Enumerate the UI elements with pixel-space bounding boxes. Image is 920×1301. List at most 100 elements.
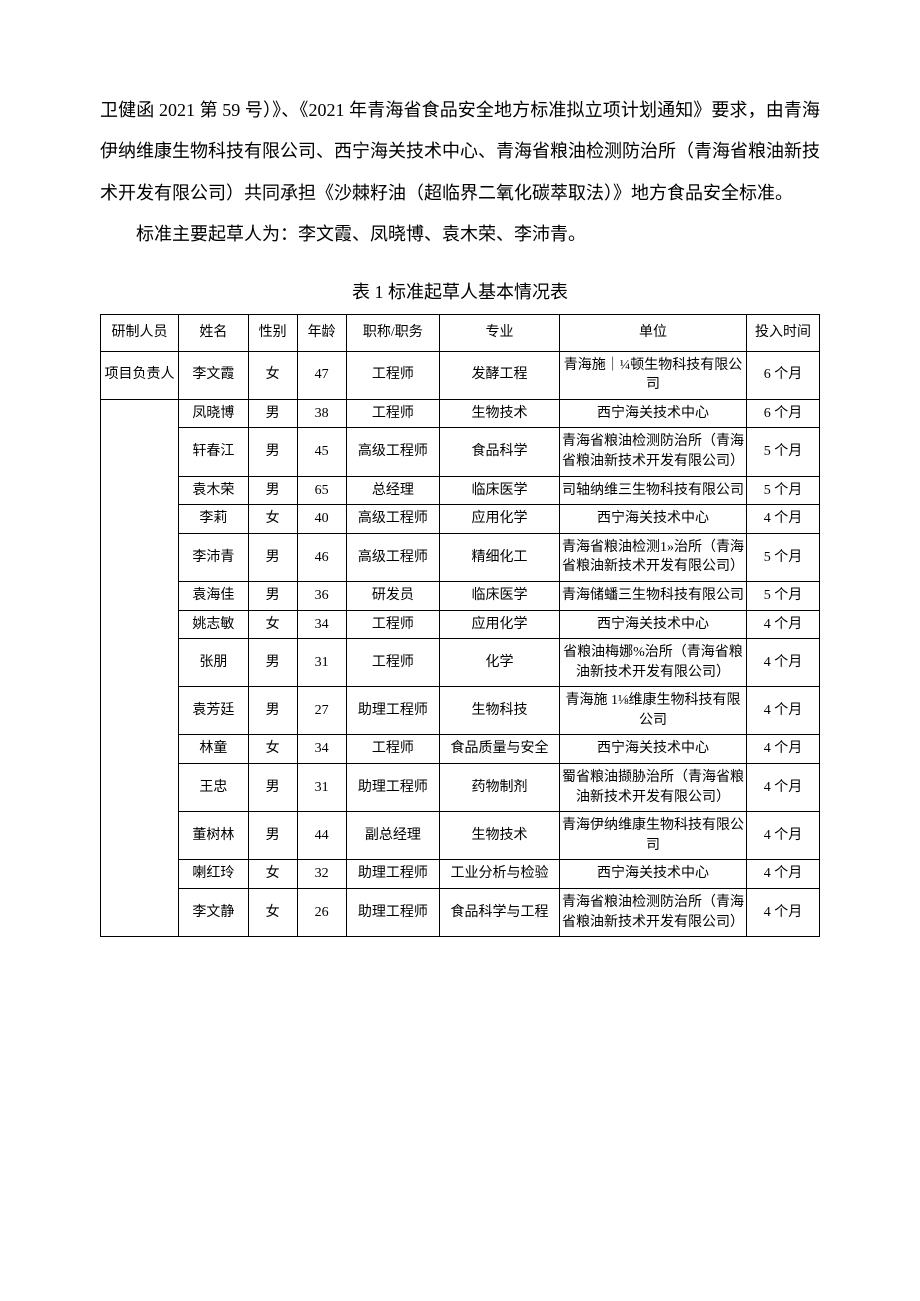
cell-gender: 女 (248, 889, 297, 937)
table-row: 林童 女 34 工程师 食品质量与安全 西宁海关技术中心 4 个月 (101, 735, 820, 764)
cell-age: 34 (297, 735, 346, 764)
cell-gender: 女 (248, 735, 297, 764)
table-row: 董树林 男 44 副总经理 生物技术 青海伊纳维康生物科技有限公司 4 个月 (101, 812, 820, 860)
cell-name: 林童 (179, 735, 249, 764)
cell-major: 应用化学 (440, 505, 560, 534)
cell-title: 副总经理 (346, 812, 440, 860)
cell-time: 4 个月 (747, 505, 820, 534)
table-body: 项目负责人 李文霞 女 47 工程师 发酵工程 青海施｜¼顿生物科技有限公司 6… (101, 351, 820, 937)
cell-time: 4 个月 (747, 639, 820, 687)
cell-title: 高级工程师 (346, 505, 440, 534)
cell-time: 4 个月 (747, 687, 820, 735)
th-name: 姓名 (179, 314, 249, 351)
cell-major: 药物制剂 (440, 764, 560, 812)
th-title: 职称/职务 (346, 314, 440, 351)
cell-name: 李文霞 (179, 351, 249, 399)
th-org: 单位 (559, 314, 746, 351)
cell-gender: 男 (248, 687, 297, 735)
cell-name: 董树林 (179, 812, 249, 860)
cell-major: 食品科学 (440, 428, 560, 476)
cell-org: 青海省粮油检测防治所（青海省粮油新技术开发有限公司） (559, 428, 746, 476)
cell-name: 李沛青 (179, 533, 249, 581)
cell-title: 助理工程师 (346, 764, 440, 812)
paragraph-1: 卫健函 2021 第 59 号）》、《2021 年青海省食品安全地方标准拟立项计… (100, 90, 820, 214)
table-row: 喇红玲 女 32 助理工程师 工业分析与检验 西宁海关技术中心 4 个月 (101, 860, 820, 889)
table-title: 表 1 标准起草人基本情况表 (100, 278, 820, 304)
cell-name: 袁木荣 (179, 476, 249, 505)
cell-gender: 男 (248, 812, 297, 860)
drafters-table: 研制人员 姓名 性别 年龄 职称/职务 专业 单位 投入时间 项目负责人 李文霞… (100, 314, 820, 938)
cell-title: 助理工程师 (346, 860, 440, 889)
cell-gender: 女 (248, 505, 297, 534)
cell-title: 高级工程师 (346, 533, 440, 581)
table-row: 李沛青 男 46 高级工程师 精细化工 青海省粮油检测1»治所（青海省粮油新技术… (101, 533, 820, 581)
table-row: 项目负责人 李文霞 女 47 工程师 发酵工程 青海施｜¼顿生物科技有限公司 6… (101, 351, 820, 399)
cell-time: 6 个月 (747, 399, 820, 428)
cell-age: 27 (297, 687, 346, 735)
cell-major: 工业分析与检验 (440, 860, 560, 889)
cell-age: 45 (297, 428, 346, 476)
cell-title: 高级工程师 (346, 428, 440, 476)
cell-major: 发酵工程 (440, 351, 560, 399)
cell-gender: 男 (248, 533, 297, 581)
cell-age: 31 (297, 639, 346, 687)
cell-major: 应用化学 (440, 610, 560, 639)
cell-major: 食品科学与工程 (440, 889, 560, 937)
cell-age: 32 (297, 860, 346, 889)
cell-org: 青海储蟠三生物科技有限公司 (559, 581, 746, 610)
table-row: 李莉 女 40 高级工程师 应用化学 西宁海关技术中心 4 个月 (101, 505, 820, 534)
cell-org: 司轴纳维三生物科技有限公司 (559, 476, 746, 505)
cell-time: 4 个月 (747, 889, 820, 937)
th-time: 投入时间 (747, 314, 820, 351)
cell-major: 生物技术 (440, 399, 560, 428)
cell-gender: 男 (248, 399, 297, 428)
cell-age: 38 (297, 399, 346, 428)
cell-major: 临床医学 (440, 581, 560, 610)
cell-gender: 男 (248, 581, 297, 610)
table-row: 王忠 男 31 助理工程师 药物制剂 蜀省粮油撷胁治所（青海省粮油新技术开发有限… (101, 764, 820, 812)
cell-title: 总经理 (346, 476, 440, 505)
cell-org: 西宁海关技术中心 (559, 735, 746, 764)
cell-major: 生物技术 (440, 812, 560, 860)
cell-gender: 女 (248, 351, 297, 399)
cell-age: 34 (297, 610, 346, 639)
cell-org: 青海伊纳维康生物科技有限公司 (559, 812, 746, 860)
cell-name: 姚志敏 (179, 610, 249, 639)
cell-age: 40 (297, 505, 346, 534)
table-header-row: 研制人员 姓名 性别 年龄 职称/职务 专业 单位 投入时间 (101, 314, 820, 351)
cell-name: 李文静 (179, 889, 249, 937)
cell-org: 青海施 1⅛维康生物科技有限公司 (559, 687, 746, 735)
cell-title: 工程师 (346, 610, 440, 639)
table-row: 李文静 女 26 助理工程师 食品科学与工程 青海省粮油检测防治所（青海省粮油新… (101, 889, 820, 937)
cell-name: 张朋 (179, 639, 249, 687)
cell-time: 5 个月 (747, 533, 820, 581)
cell-gender: 男 (248, 476, 297, 505)
cell-org: 西宁海关技术中心 (559, 505, 746, 534)
cell-age: 26 (297, 889, 346, 937)
cell-major: 化学 (440, 639, 560, 687)
th-age: 年龄 (297, 314, 346, 351)
cell-name: 喇红玲 (179, 860, 249, 889)
cell-title: 助理工程师 (346, 889, 440, 937)
cell-title: 研发员 (346, 581, 440, 610)
cell-major: 精细化工 (440, 533, 560, 581)
cell-age: 44 (297, 812, 346, 860)
cell-age: 65 (297, 476, 346, 505)
cell-title: 工程师 (346, 399, 440, 428)
cell-name: 凤晓博 (179, 399, 249, 428)
cell-org: 青海施｜¼顿生物科技有限公司 (559, 351, 746, 399)
table-row: 袁木荣 男 65 总经理 临床医学 司轴纳维三生物科技有限公司 5 个月 (101, 476, 820, 505)
th-role: 研制人员 (101, 314, 179, 351)
cell-time: 4 个月 (747, 812, 820, 860)
cell-time: 6 个月 (747, 351, 820, 399)
cell-org: 青海省粮油检测防治所（青海省粮油新技术开发有限公司） (559, 889, 746, 937)
cell-major: 生物科技 (440, 687, 560, 735)
cell-time: 5 个月 (747, 581, 820, 610)
document-page: 卫健函 2021 第 59 号）》、《2021 年青海省食品安全地方标准拟立项计… (0, 0, 920, 1301)
cell-gender: 男 (248, 764, 297, 812)
table-row: 袁海佳 男 36 研发员 临床医学 青海储蟠三生物科技有限公司 5 个月 (101, 581, 820, 610)
cell-org: 西宁海关技术中心 (559, 399, 746, 428)
paragraph-2: 标准主要起草人为：李文霞、凤晓博、袁木荣、李沛青。 (100, 214, 820, 255)
cell-org: 蜀省粮油撷胁治所（青海省粮油新技术开发有限公司） (559, 764, 746, 812)
th-major: 专业 (440, 314, 560, 351)
